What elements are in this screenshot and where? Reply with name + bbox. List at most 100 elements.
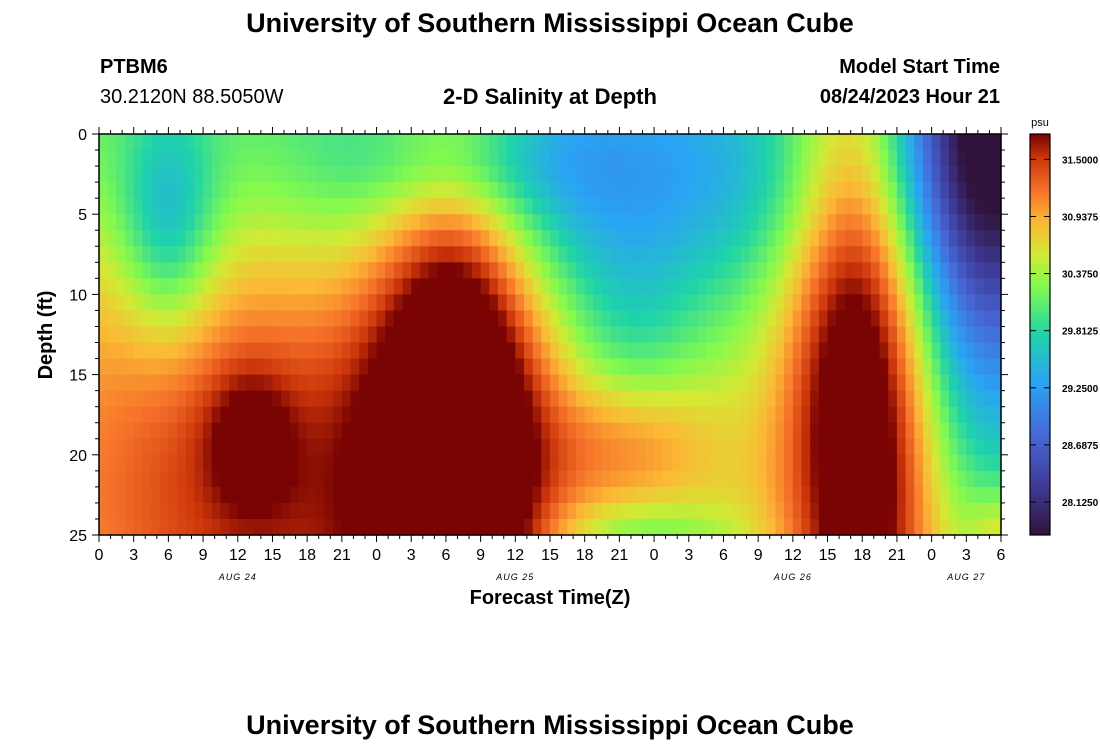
heatmap-cell [368,182,377,199]
heatmap-cell [99,343,108,360]
heatmap-cell [723,150,732,167]
heatmap-cell [186,519,195,536]
heatmap-cell [489,182,498,199]
heatmap-cell [715,182,724,199]
heatmap-cell [671,294,680,311]
heatmap-cell [168,294,177,311]
heatmap-cell [524,278,533,295]
heatmap-cell [958,134,967,151]
heatmap-cell [680,182,689,199]
heatmap-cell [862,375,871,392]
heatmap-cell [550,375,559,392]
heatmap-cell [559,423,568,440]
heatmap-cell [732,214,741,231]
heatmap-cell [298,423,307,440]
heatmap-cell [281,134,290,151]
heatmap-cell [455,262,464,279]
heatmap-cell [923,343,932,360]
heatmap-cell [628,359,637,376]
heatmap-cell [992,246,1001,263]
heatmap-cell [472,407,481,424]
heatmap-cell [854,310,863,327]
heatmap-cell [333,134,342,151]
heatmap-cell [862,439,871,456]
heatmap-cell [533,150,542,167]
heatmap-cell [220,519,229,536]
heatmap-cell [307,503,316,520]
heatmap-cell [463,407,472,424]
heatmap-cell [455,294,464,311]
heatmap-cell [533,326,542,343]
heatmap-cell [689,198,698,215]
heatmap-cell [802,230,811,247]
heatmap-cell [706,166,715,183]
heatmap-cell [116,471,125,488]
heatmap-cell [689,230,698,247]
heatmap-cell [403,391,412,408]
heatmap-cell [377,391,386,408]
heatmap-cell [958,182,967,199]
heatmap-cell [836,359,845,376]
heatmap-cell [255,262,264,279]
heatmap-cell [298,278,307,295]
heatmap-cell [862,246,871,263]
heatmap-cell [99,503,108,520]
x-tick-label: 6 [997,547,1006,564]
heatmap-cell [932,471,941,488]
heatmap-cell [619,391,628,408]
heatmap-cell [281,455,290,472]
heatmap-cell [290,487,299,504]
heatmap-cell [654,294,663,311]
heatmap-cell [767,310,776,327]
heatmap-cell [706,150,715,167]
heatmap-cell [194,198,203,215]
heatmap-cell [116,326,125,343]
heatmap-cell [116,455,125,472]
heatmap-cell [238,455,247,472]
heatmap-cell [784,198,793,215]
heatmap-cell [238,134,247,151]
heatmap-cell [906,519,915,536]
heatmap-cell [186,359,195,376]
heatmap-cell [498,503,507,520]
heatmap-cell [862,407,871,424]
heatmap-cell [194,182,203,199]
heatmap-cell [255,471,264,488]
heatmap-cell [446,150,455,167]
heatmap-cell [489,310,498,327]
heatmap-cell [463,455,472,472]
heatmap-cell [524,230,533,247]
heatmap-cell [576,487,585,504]
heatmap-cell [862,359,871,376]
heatmap-cell [325,503,334,520]
heatmap-cell [212,198,221,215]
heatmap-cell [723,343,732,360]
heatmap-cell [507,455,516,472]
heatmap-cell [897,262,906,279]
heatmap-cell [446,455,455,472]
heatmap-cell [489,262,498,279]
heatmap-cell [203,182,212,199]
heatmap-cell [194,423,203,440]
heatmap-cell [559,182,568,199]
heatmap-cell [333,294,342,311]
heatmap-cell [420,246,429,263]
heatmap-cell [429,455,438,472]
heatmap-cell [437,182,446,199]
heatmap-cell [333,246,342,263]
heatmap-cell [880,230,889,247]
heatmap-cell [706,182,715,199]
heatmap-cell [871,343,880,360]
heatmap-cell [220,246,229,263]
heatmap-cell [238,198,247,215]
x-tick-label: 6 [719,547,728,564]
heatmap-cell [784,471,793,488]
heatmap-cell [359,359,368,376]
heatmap-cell [758,471,767,488]
heatmap-cell [463,150,472,167]
heatmap-cell [472,375,481,392]
heatmap-cell [481,262,490,279]
heatmap-cell [229,230,238,247]
heatmap-cell [637,423,646,440]
heatmap-cell [238,439,247,456]
